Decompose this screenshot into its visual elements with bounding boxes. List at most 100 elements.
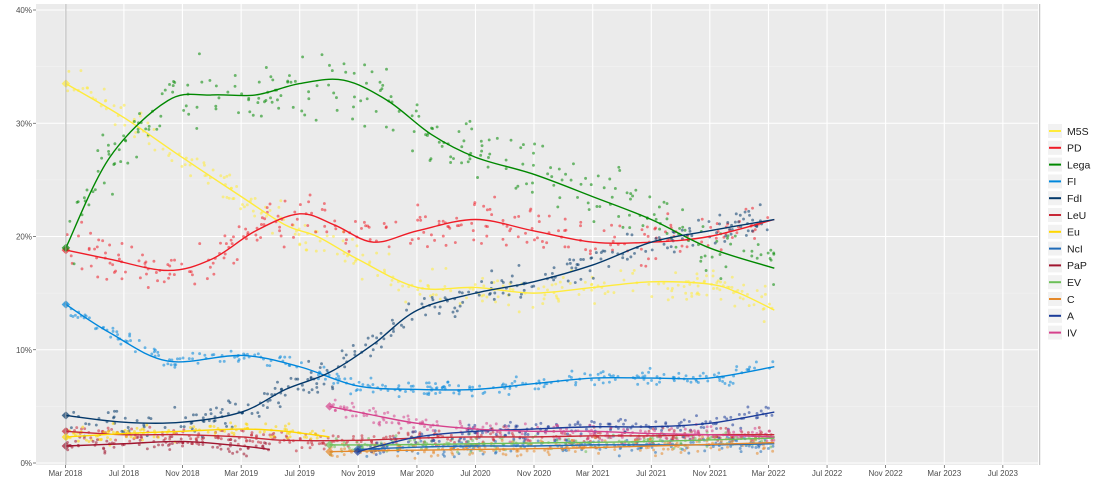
poll-point-lega — [286, 80, 290, 84]
poll-point-fi — [601, 381, 605, 385]
poll-point-pd — [429, 233, 433, 237]
poll-point-m5s — [631, 271, 635, 275]
poll-point-fdi — [392, 322, 395, 325]
poll-point-lega — [486, 165, 490, 169]
poll-point-fi — [236, 359, 240, 363]
poll-point-m5s — [416, 288, 420, 292]
poll-point-pap — [214, 436, 218, 440]
poll-point-pap — [152, 445, 156, 449]
poll-point-c — [500, 438, 504, 442]
poll-point-iv — [494, 422, 498, 426]
poll-point-fdi — [147, 416, 151, 420]
poll-point-a — [375, 441, 379, 445]
poll-point-pd — [308, 193, 312, 197]
poll-point-iv — [593, 431, 597, 435]
poll-point-m5s — [221, 195, 225, 199]
poll-point-lega — [363, 124, 367, 128]
poll-point-pd — [108, 243, 112, 247]
poll-point-fi — [369, 376, 373, 380]
poll-point-lega — [466, 160, 470, 164]
y-tick-label: 20% — [16, 233, 32, 242]
poll-point-fdi — [307, 390, 311, 394]
poll-point-pap — [246, 446, 250, 450]
poll-point-lega — [214, 107, 218, 111]
poll-point-fdi — [220, 407, 224, 411]
poll-point-leu — [219, 437, 223, 441]
poll-point-iv — [333, 408, 337, 412]
poll-point-pd — [323, 224, 327, 228]
poll-point-lega — [479, 139, 483, 143]
poll-point-m5s — [732, 291, 735, 295]
poll-point-a — [617, 419, 620, 423]
poll-point-eu — [125, 435, 128, 439]
poll-point-pd — [146, 286, 150, 289]
poll-point-lega — [91, 190, 95, 194]
poll-point-lega — [509, 138, 513, 142]
poll-point-iv — [732, 430, 736, 434]
poll-point-pd — [644, 264, 648, 268]
legend-label-pd: PD — [1067, 143, 1082, 155]
poll-point-lega — [247, 98, 251, 102]
poll-point-m5s — [695, 272, 699, 276]
poll-point-fdi — [228, 401, 232, 404]
poll-point-c — [613, 448, 617, 451]
poll-point-fdi — [458, 290, 461, 294]
poll-point-eu — [262, 430, 266, 434]
poll-point-lega — [625, 191, 629, 195]
poll-point-iv — [459, 422, 462, 426]
poll-point-m5s — [66, 89, 70, 93]
poll-point-a — [739, 426, 743, 430]
poll-point-fi — [478, 384, 482, 388]
poll-point-pd — [205, 277, 209, 281]
poll-point-pd — [384, 225, 388, 229]
poll-point-fdi — [371, 334, 375, 338]
poll-point-fi — [397, 384, 401, 388]
poll-point-nci — [711, 445, 715, 449]
poll-point-fdi — [173, 405, 177, 409]
poll-point-pd — [259, 223, 263, 226]
poll-point-pap — [219, 447, 223, 451]
poll-point-lega — [328, 63, 331, 67]
poll-point-fdi — [480, 280, 484, 283]
poll-point-iv — [377, 422, 381, 426]
poll-point-m5s — [657, 282, 661, 286]
poll-point-pd — [610, 223, 614, 227]
poll-point-ev — [574, 439, 578, 443]
poll-point-iv — [424, 418, 428, 422]
poll-point-nci — [717, 436, 721, 440]
legend-label-nci: NcI — [1067, 243, 1083, 255]
poll-point-pd — [223, 234, 227, 238]
poll-point-m5s — [590, 288, 594, 292]
poll-point-pd — [145, 272, 148, 276]
poll-point-lega — [699, 255, 703, 259]
poll-point-m5s — [418, 279, 422, 283]
poll-point-m5s — [666, 298, 670, 302]
poll-point-fi — [754, 360, 758, 364]
poll-point-leu — [489, 432, 492, 436]
poll-point-pd — [292, 235, 295, 239]
poll-point-nci — [759, 450, 763, 453]
poll-point-iv — [383, 411, 386, 415]
poll-point-m5s — [211, 168, 215, 172]
poll-point-fdi — [371, 348, 375, 352]
poll-point-m5s — [81, 87, 85, 90]
poll-point-fi — [95, 326, 99, 330]
result-marker-c — [325, 447, 334, 456]
poll-point-lega — [533, 142, 537, 146]
poll-point-leu — [278, 440, 282, 444]
poll-point-fdi — [163, 426, 167, 429]
poll-point-lega — [468, 157, 472, 161]
poll-point-iv — [683, 427, 687, 431]
poll-point-fdi — [507, 293, 511, 297]
poll-point-c — [413, 456, 417, 460]
poll-point-nci — [766, 446, 770, 450]
poll-point-pd — [306, 224, 310, 227]
poll-point-iv — [600, 438, 604, 442]
poll-point-fdi — [519, 295, 523, 299]
poll-point-pd — [719, 248, 723, 252]
poll-point-m5s — [568, 281, 572, 285]
poll-point-leu — [130, 427, 134, 431]
trend-line-m5s — [65, 83, 775, 311]
poll-point-a — [534, 423, 538, 427]
poll-point-fdi — [490, 269, 494, 273]
